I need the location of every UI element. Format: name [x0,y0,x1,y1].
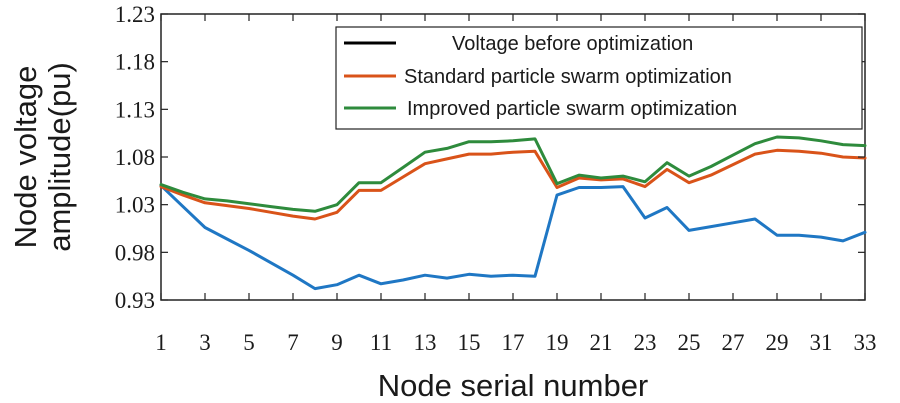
x-tick-label: 5 [243,330,255,355]
x-tick-label: 13 [414,330,437,355]
x-tick-label: 33 [854,330,877,355]
series-line-standard-pso [159,148,867,221]
series-layer [159,135,867,291]
series-line-blue [159,184,867,291]
series-line-improved-pso [159,135,867,213]
x-tick-label: 3 [199,330,211,355]
x-axis-ticks: 1 3 5 7 9 11 13 15 17 19 21 23 25 27 29 31 33 [155,14,877,355]
x-axis-title: Node serial number [378,368,649,403]
x-tick-label: 29 [766,330,789,355]
x-tick-label: 21 [590,330,613,355]
x-tick-label: 31 [810,330,833,355]
legend-label-before: Voltage before optimization [452,33,693,55]
legend: Voltage before optimization Standard par… [335,26,863,130]
x-tick-label: 17 [502,330,525,355]
y-tick-label: 1.03 [115,193,155,218]
x-tick-label: 1 [155,330,167,355]
legend-label-improved: Improved particle swarm optimization [407,98,737,120]
x-tick-label: 25 [678,330,701,355]
x-tick-label: 15 [458,330,481,355]
y-axis-title-line2: amplitude(pu) [42,62,77,252]
x-tick-label: 27 [722,330,745,355]
y-axis-title-line1: Node voltage [8,66,43,249]
y-tick-label: 1.13 [115,97,155,122]
x-tick-label: 9 [331,330,343,355]
x-tick-label: 23 [634,330,657,355]
x-tick-label: 11 [370,330,392,355]
y-tick-label: 1.08 [115,145,155,170]
y-tick-label: 1.23 [115,2,155,27]
x-tick-label: 7 [287,330,299,355]
y-tick-label: 1.18 [115,50,155,75]
y-tick-label: 0.93 [115,288,155,313]
y-tick-label: 0.98 [115,240,155,265]
y-axis-ticks: 0.93 0.98 1.03 1.08 1.13 1.18 1.23 [115,2,865,313]
x-tick-label: 19 [546,330,569,355]
legend-box [335,26,863,130]
legend-label-standard: Standard particle swarm optimization [404,66,732,88]
